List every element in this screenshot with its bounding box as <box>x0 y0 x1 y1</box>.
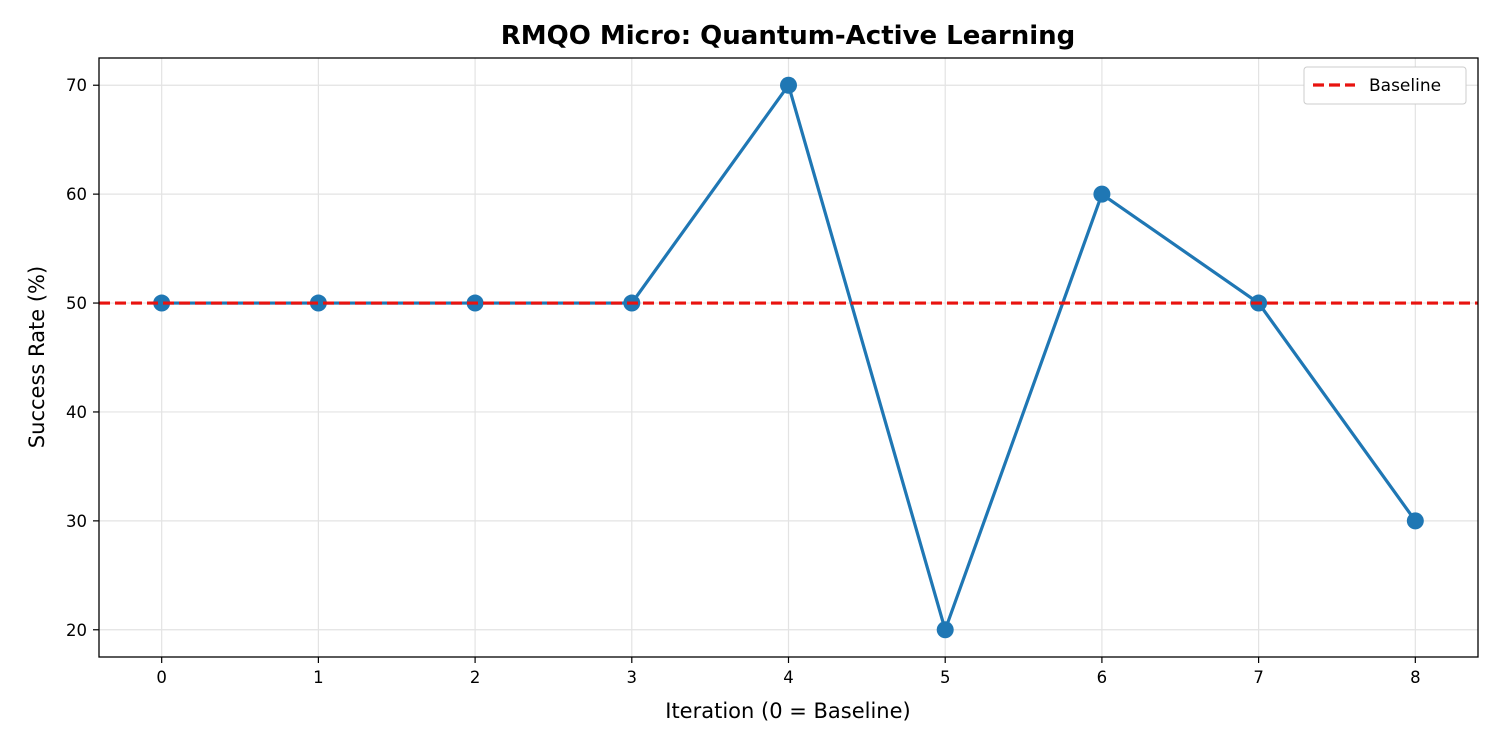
x-tick-label: 7 <box>1253 668 1264 687</box>
x-axis-label: Iteration (0 = Baseline) <box>665 699 910 723</box>
x-tick-label: 3 <box>627 668 638 687</box>
y-tick-label: 30 <box>66 512 87 531</box>
y-tick-label: 40 <box>66 403 87 422</box>
data-point-marker <box>153 294 171 312</box>
x-tick-label: 6 <box>1097 668 1108 687</box>
y-tick-label: 20 <box>66 621 87 640</box>
legend-baseline-label: Baseline <box>1369 76 1441 96</box>
y-tick-label: 70 <box>66 76 87 95</box>
legend-box <box>1303 66 1467 105</box>
data-point-marker <box>936 621 954 639</box>
legend: Baseline <box>1303 66 1467 105</box>
x-tick-label: 8 <box>1410 668 1421 687</box>
data-point-marker <box>309 294 327 312</box>
x-tick-label: 2 <box>470 668 481 687</box>
y-axis-ticks: 20 30 40 50 60 70 <box>66 76 99 640</box>
series-layer <box>153 76 1424 639</box>
x-tick-label: 5 <box>940 668 951 687</box>
plot-area-frame <box>98 57 1479 658</box>
y-tick-label: 50 <box>66 294 87 313</box>
x-tick-label: 1 <box>313 668 324 687</box>
data-point-marker <box>780 76 797 94</box>
y-axis-label: Success Rate (%) <box>25 266 49 448</box>
x-axis-ticks: 0 1 2 3 4 5 6 7 8 <box>156 657 1421 687</box>
y-tick-label: 60 <box>66 185 87 204</box>
data-point-marker <box>1406 512 1424 530</box>
x-tick-label: 0 <box>156 668 167 687</box>
chart-title: RMQO Micro: Quantum-Active Learning <box>501 21 1076 51</box>
data-point-marker <box>1093 185 1111 203</box>
x-tick-label: 4 <box>783 668 794 687</box>
